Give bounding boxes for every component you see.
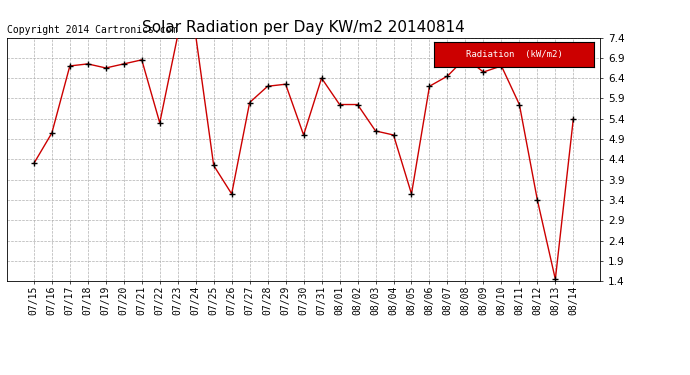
Title: Solar Radiation per Day KW/m2 20140814: Solar Radiation per Day KW/m2 20140814 [142,20,465,35]
Text: Copyright 2014 Cartronics.com: Copyright 2014 Cartronics.com [7,25,177,35]
